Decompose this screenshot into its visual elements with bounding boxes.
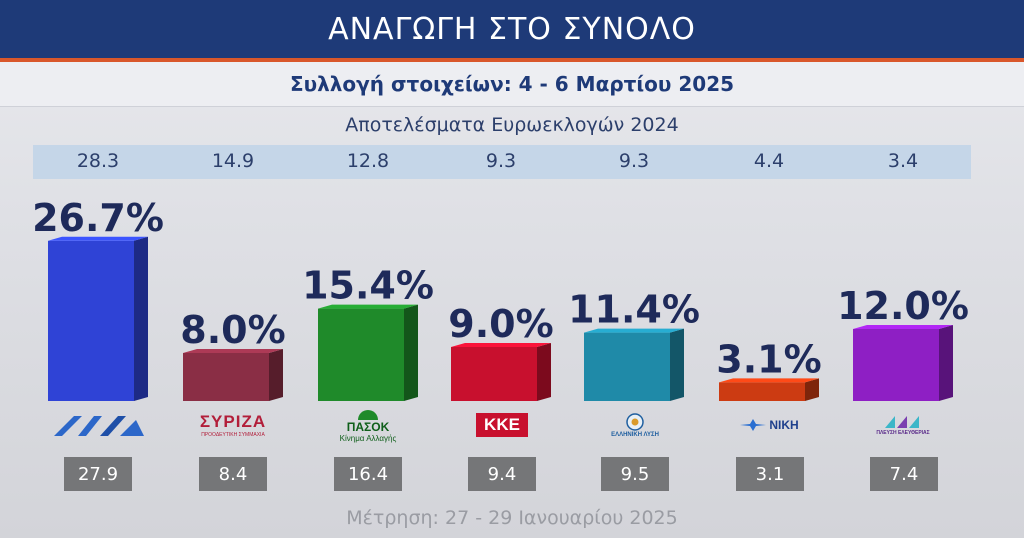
bar	[48, 240, 134, 401]
reference-value: 12.8	[346, 150, 390, 172]
previous-value: 9.4	[468, 457, 536, 491]
collection-dates: Συλλογή στοιχείων: 4 - 6 Μαρτίου 2025	[289, 72, 735, 96]
previous-value: 9.5	[601, 457, 669, 491]
previous-value: 8.4	[199, 457, 267, 491]
bar	[451, 347, 537, 401]
bar-value-label: 15.4%	[302, 264, 434, 308]
nd-logo-icon	[54, 416, 144, 436]
plefsi-logo: ΠΛΕΥΣΗ ΕΛΕΥΘΕΡΙΑΣ	[851, 405, 955, 445]
reference-value: 9.3	[618, 150, 650, 172]
bar	[853, 329, 939, 401]
header-bar: ΑΝΑΓΩΓΗ ΣΤΟ ΣΥΝΟΛΟ	[0, 0, 1024, 62]
bar	[183, 353, 269, 401]
bar-side	[805, 378, 819, 401]
niki-logo-text: ΝΙΚΗ	[769, 418, 799, 432]
kke-logo: ΚΚΕ	[450, 405, 554, 445]
bar-side	[134, 236, 148, 401]
bar-top	[183, 349, 283, 353]
nd-logo	[46, 405, 150, 445]
bar-chart: 26.7% 8.0% 15.4% 9.0% 11.4% 3.1% 12.0%	[32, 196, 969, 401]
reference-value: 28.3	[76, 150, 120, 172]
subheader-bar: Συλλογή στοιχείων: 4 - 6 Μαρτίου 2025	[0, 62, 1024, 107]
bar-side	[670, 328, 684, 401]
previous-value: 16.4	[334, 457, 402, 491]
bar	[318, 308, 404, 401]
elliniki-lysi-emblem-icon	[626, 413, 644, 431]
bar-side	[269, 349, 283, 401]
previous-value: 27.9	[64, 457, 132, 491]
reference-value: 14.9	[211, 150, 255, 172]
niki-logo: ΝΙΚΗ	[717, 405, 821, 445]
bar-value-label: 3.1%	[716, 337, 821, 381]
bar	[719, 382, 805, 401]
bar-top	[318, 304, 418, 309]
reference-band	[33, 145, 971, 179]
elliniki-lysi-logo-text: ΕΛΛΗΝΙΚΗ ΛΥΣΗ	[611, 432, 659, 438]
previous-measurement-label: Μέτρηση: 27 - 29 Ιανουαρίου 2025	[346, 507, 678, 529]
previous-value: 3.1	[736, 457, 804, 491]
bar-side	[404, 304, 418, 401]
pasok-logo: ΠΑΣΟΚ Κίνημα Αλλαγής	[316, 405, 420, 445]
bar-value-label: 11.4%	[568, 288, 700, 332]
bar-value-label: 9.0%	[448, 302, 553, 346]
bar-side	[537, 343, 551, 401]
bar-top	[48, 236, 148, 241]
pasok-logo-text: ΠΑΣΟΚ	[346, 419, 390, 434]
syriza-logo: ΣΥΡΙΖΑ ΠΡΟΟΔΕΥΤΙΚΗ ΣΥΜΜΑΧΙΑ	[181, 405, 285, 445]
syriza-logo-text: ΣΥΡΙΖΑ	[199, 412, 267, 431]
bar-value-label: 12.0%	[837, 284, 969, 328]
syriza-logo-subtext: ΠΡΟΟΔΕΥΤΙΚΗ ΣΥΜΜΑΧΙΑ	[201, 432, 265, 438]
bar-top	[451, 343, 551, 347]
bar-top	[719, 378, 819, 383]
page-title: ΑΝΑΓΩΓΗ ΣΤΟ ΣΥΝΟΛΟ	[328, 11, 696, 47]
previous-value: 7.4	[870, 457, 938, 491]
pasok-logo-subtext: Κίνημα Αλλαγής	[339, 433, 397, 443]
reference-value: 9.3	[485, 150, 517, 172]
bar-value-label: 8.0%	[180, 308, 285, 352]
kke-logo-text: ΚΚΕ	[476, 413, 528, 437]
bar-value-label: 26.7%	[32, 196, 164, 240]
reference-label: Αποτελέσματα Ευρωεκλογών 2024	[345, 114, 679, 136]
reference-value: 4.4	[753, 150, 785, 172]
elliniki-lysi-logo: ΕΛΛΗΝΙΚΗ ΛΥΣΗ	[583, 405, 687, 445]
pasok-sun-icon	[358, 409, 378, 420]
niki-star-icon	[740, 419, 767, 431]
reference-value: 3.4	[887, 150, 919, 172]
bar-top	[853, 325, 953, 329]
bar	[584, 332, 670, 401]
plefsi-logo-text: ΠΛΕΥΣΗ ΕΛΕΥΘΕΡΙΑΣ	[876, 430, 930, 436]
plefsi-sail-icon	[885, 416, 919, 428]
bar-top	[584, 328, 684, 333]
bar-side	[939, 325, 953, 401]
